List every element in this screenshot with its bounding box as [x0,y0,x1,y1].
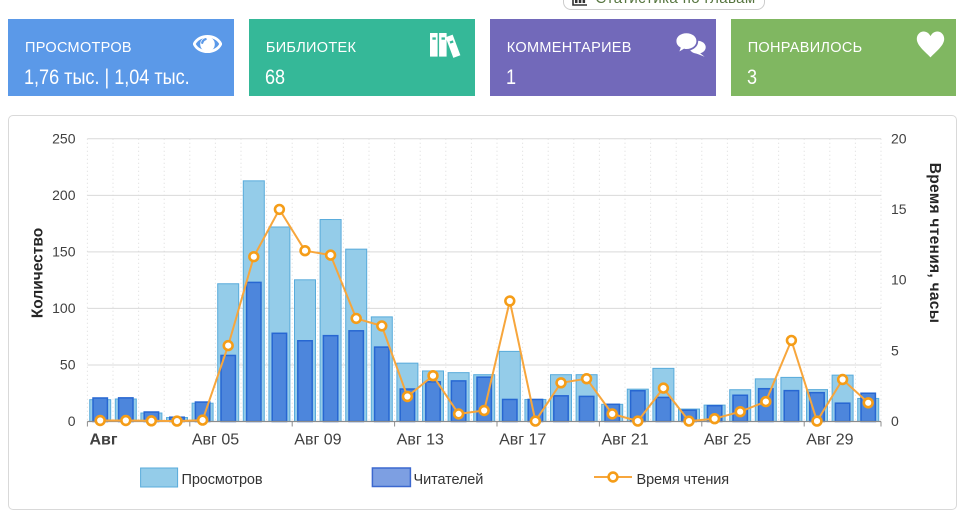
svg-text:Время чтения, часы: Время чтения, часы [926,163,943,324]
svg-text:5: 5 [891,342,899,358]
svg-text:50: 50 [60,357,76,373]
svg-text:10: 10 [891,272,907,288]
svg-text:0: 0 [68,413,76,429]
svg-text:Авг 29: Авг 29 [806,431,853,448]
svg-text:Авг 13: Авг 13 [397,431,444,448]
svg-text:Читателей: Читателей [414,472,484,488]
svg-text:150: 150 [52,244,76,260]
svg-text:15: 15 [891,201,907,217]
svg-text:0: 0 [891,413,899,429]
svg-text:Время чтения: Время чтения [637,472,730,488]
svg-text:250: 250 [52,130,76,146]
svg-text:Количество: Количество [30,228,47,318]
svg-text:20: 20 [891,130,907,146]
svg-text:200: 200 [52,187,76,203]
svg-text:Авг: Авг [89,431,117,448]
svg-text:Авг 21: Авг 21 [601,431,648,448]
svg-text:Авг 17: Авг 17 [499,431,546,448]
svg-text:Авг 09: Авг 09 [294,431,341,448]
svg-text:Авг 25: Авг 25 [704,431,751,448]
svg-text:Авг 05: Авг 05 [192,431,239,448]
svg-text:100: 100 [52,300,76,316]
svg-text:Просмотров: Просмотров [182,472,263,488]
